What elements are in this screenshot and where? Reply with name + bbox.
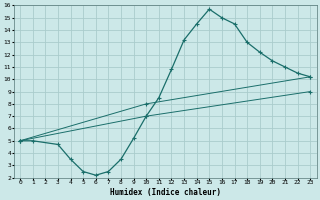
X-axis label: Humidex (Indice chaleur): Humidex (Indice chaleur)	[110, 188, 220, 197]
